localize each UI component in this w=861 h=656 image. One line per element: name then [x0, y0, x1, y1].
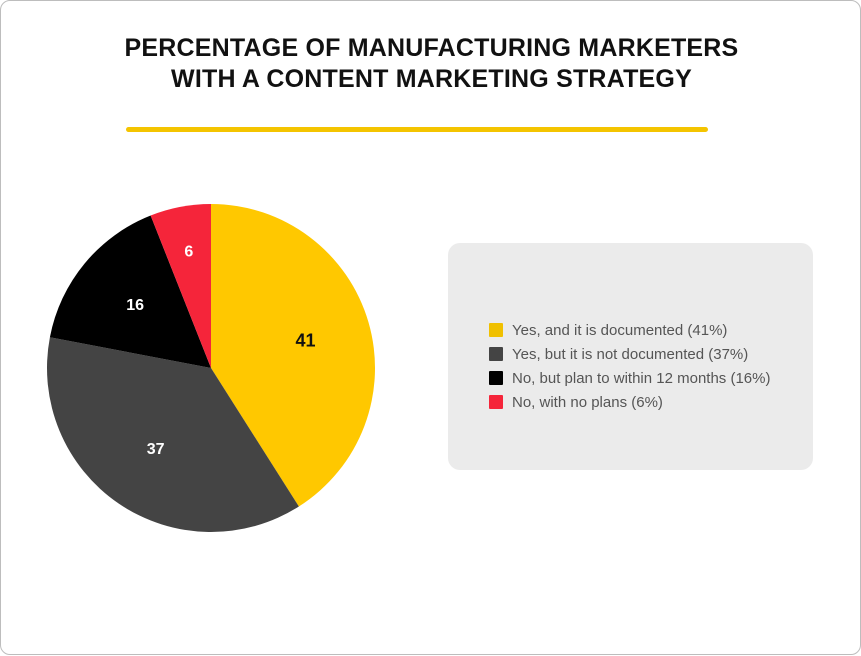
legend-panel — [448, 243, 813, 470]
pie-slice-yes-and-it-is-documented — [211, 204, 375, 507]
pie-slice-no-with-no-plans — [150, 204, 211, 368]
pie-slice-no-but-plan-to-within-12-months — [49, 215, 211, 368]
chart-title-line-2: WITH A CONTENT MARKETING STRATEGY — [171, 65, 692, 93]
chart-title-line-1: PERCENTAGE OF MANUFACTURING MARKETERS — [124, 34, 739, 62]
legend-label: No, but plan to within 12 months (16%) — [512, 369, 771, 387]
legend-item-yes-and-it-is-documented: Yes, and it is documented (41%) — [489, 318, 770, 342]
legend-label: No, with no plans (6%) — [512, 393, 663, 411]
legend-label: Yes, and it is documented (41%) — [512, 321, 728, 339]
legend-item-yes-but-it-is-not-documented: Yes, but it is not documented (37%) — [489, 342, 770, 366]
legend-item-no-with-no-plans: No, with no plans (6%) — [489, 390, 770, 414]
legend-item-no-but-plan-to-within-12-months: No, but plan to within 12 months (16%) — [489, 366, 770, 390]
slice-value-label: 37 — [147, 441, 165, 458]
slice-value-label: 16 — [126, 297, 144, 314]
legend-swatch — [489, 323, 503, 337]
slice-value-label: 41 — [295, 331, 315, 351]
legend: Yes, and it is documented (41%) Yes, but … — [489, 318, 770, 414]
title-underline — [126, 127, 708, 132]
slice-value-label: 6 — [184, 244, 193, 261]
chart-title: PERCENTAGE OF MANUFACTURING MARKETERS WI… — [1, 33, 861, 95]
legend-swatch — [489, 395, 503, 409]
legend-swatch — [489, 371, 503, 385]
legend-swatch — [489, 347, 503, 361]
legend-label: Yes, but it is not documented (37%) — [512, 345, 749, 363]
pie-slice-yes-but-it-is-not-documented — [47, 337, 299, 532]
